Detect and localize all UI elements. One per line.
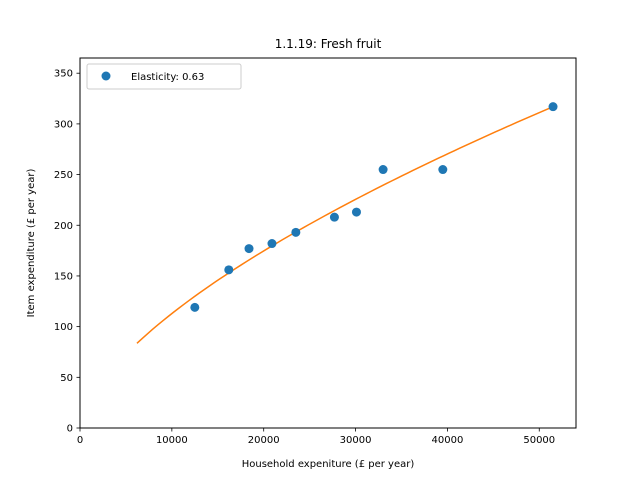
data-point [190,302,200,312]
plot-frame [79,57,577,429]
x-tick-label: 10000 [156,435,188,446]
y-tick-label: 0 [67,424,73,435]
x-tick-label: 30000 [340,435,372,446]
points-layer [190,102,558,312]
y-tick-label: 250 [54,170,73,181]
data-point [351,207,361,217]
x-tick-label: 50000 [523,435,555,446]
x-tick-label: 40000 [432,435,464,446]
x-axis-ticks: 0 10000 20000 30000 40000 50000 [77,428,555,446]
fit-line [136,105,554,344]
legend: Elasticity: 0.63 [86,63,242,90]
x-tick-label: 20000 [248,435,280,446]
data-point [329,212,339,222]
data-point [378,165,388,175]
y-tick-label: 200 [54,221,73,232]
fit-layer [136,105,554,344]
data-point [291,227,301,237]
legend-box [86,63,242,90]
chart-title: 1.1.19: Fresh fruit [275,37,382,51]
y-tick-label: 100 [54,322,73,333]
y-tick-label: 50 [60,373,73,384]
data-point [224,265,234,275]
legend-marker [101,71,111,81]
legend-label: Elasticity: 0.63 [131,72,204,83]
data-point [548,102,558,112]
x-tick-label: 0 [77,435,83,446]
data-point [438,165,448,175]
y-axis-label: Item expenditure (£ per year) [26,169,37,318]
x-axis-label: Household expeniture (£ per year) [242,459,415,470]
y-tick-label: 300 [54,119,73,130]
data-point [244,244,254,254]
y-tick-label: 150 [54,271,73,282]
y-tick-label: 350 [54,69,73,80]
data-point [267,239,277,249]
y-axis-ticks: 0 50 100 150 200 250 300 350 [54,69,80,435]
